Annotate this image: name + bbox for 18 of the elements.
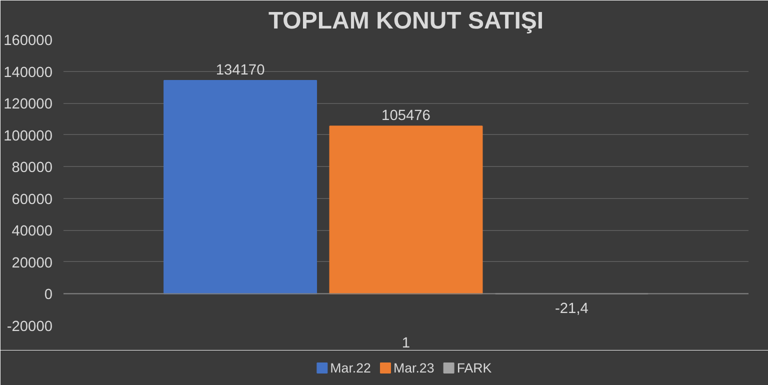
data-label: -21,4 — [555, 300, 588, 317]
x-tick-label: 1 — [402, 336, 410, 352]
y-tick-label: -20000 — [6, 319, 53, 335]
data-label: 105476 — [382, 108, 430, 124]
legend-label: FARK — [456, 360, 492, 376]
y-tick-label: 0 — [44, 287, 53, 304]
y-tick-label: 80000 — [12, 160, 53, 176]
y-tick-label: 160000 — [4, 33, 53, 49]
y-tick-label: 100000 — [4, 128, 53, 144]
y-tick-label: 140000 — [4, 64, 53, 81]
y-tick-label: 60000 — [12, 192, 53, 208]
y-tick-label: 120000 — [4, 96, 53, 113]
legend-label: Mar.23 — [394, 360, 434, 376]
legend-label: Mar.22 — [330, 360, 371, 376]
y-tick-label: 40000 — [12, 224, 53, 240]
y-tick-label: 20000 — [12, 255, 53, 272]
chart-title: TOPLAM KONUT SATIŞI — [268, 8, 544, 34]
data-label: 134170 — [216, 62, 265, 79]
